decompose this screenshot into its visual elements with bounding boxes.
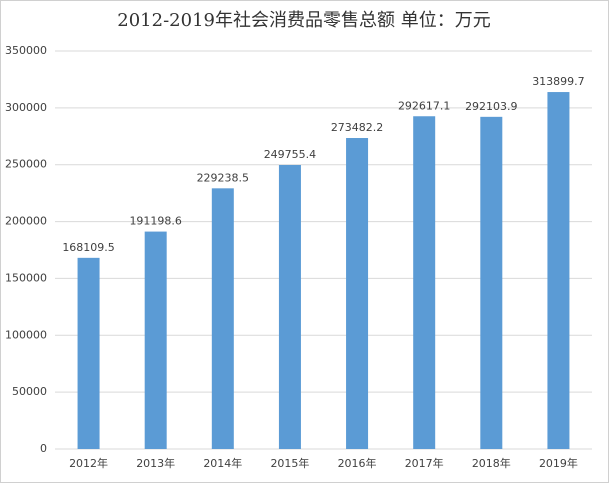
x-tick-label: 2019年 <box>539 456 578 470</box>
y-tick-label: 0 <box>40 442 47 455</box>
data-label: 249755.4 <box>264 148 317 161</box>
bar <box>413 116 436 449</box>
bar <box>346 138 369 450</box>
bar <box>547 92 570 449</box>
bar <box>144 231 167 449</box>
data-label: 273482.2 <box>331 121 384 134</box>
x-tick-label: 2013年 <box>136 456 175 470</box>
x-tick-label: 2017年 <box>405 456 444 470</box>
y-tick-label: 200000 <box>5 215 47 228</box>
data-label: 313899.7 <box>532 75 585 88</box>
data-label: 292103.9 <box>465 100 518 113</box>
bar <box>480 116 503 450</box>
x-tick-label: 2014年 <box>203 456 242 470</box>
chart-title: 2012-2019年社会消费品零售总额 单位：万元 <box>117 10 490 31</box>
bar <box>211 188 234 450</box>
bar <box>77 257 100 449</box>
data-label: 229238.5 <box>197 171 250 184</box>
y-tick-label: 250000 <box>5 158 47 171</box>
y-tick-label: 300000 <box>5 101 47 114</box>
data-label: 191198.6 <box>129 215 182 228</box>
y-tick-label: 100000 <box>5 328 47 341</box>
data-label: 168109.5 <box>62 241 115 254</box>
bar <box>278 164 301 449</box>
data-label: 292617.1 <box>398 99 451 112</box>
x-tick-label: 2018年 <box>472 456 511 470</box>
x-tick-label: 2012年 <box>69 456 108 470</box>
x-tick-label: 2015年 <box>270 456 309 470</box>
y-tick-label: 50000 <box>12 385 47 398</box>
y-tick-label: 150000 <box>5 271 47 284</box>
y-tick-label: 350000 <box>5 44 47 57</box>
x-tick-label: 2016年 <box>338 456 377 470</box>
